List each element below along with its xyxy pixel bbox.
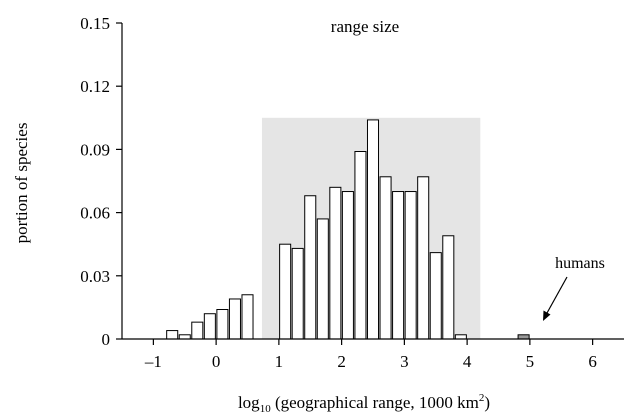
- x-tick-label: 5: [526, 352, 535, 371]
- x-tick-label: –1: [144, 352, 162, 371]
- x-axis-label-suffix: ): [484, 393, 490, 412]
- y-tick-label: 0.15: [80, 14, 110, 33]
- bar: [379, 176, 392, 340]
- x-tick-label: 0: [212, 352, 221, 371]
- humans-annotation-arrow: [546, 276, 568, 314]
- x-axis-label-prefix: log: [238, 393, 260, 412]
- humans-annotation-label: humans: [555, 255, 605, 272]
- bar: [316, 218, 329, 340]
- bar: [354, 151, 367, 340]
- y-tick-label: 0: [102, 330, 111, 349]
- bar: [279, 243, 292, 340]
- bar-humans: [517, 334, 530, 340]
- y-tick-label: 0.09: [80, 140, 110, 159]
- humans-annotation-arrowhead: [543, 310, 551, 321]
- x-tick-label: 1: [275, 352, 284, 371]
- x-axis-label-subscript: 10: [260, 403, 272, 415]
- x-tick-label: 6: [588, 352, 597, 371]
- x-axis-label-main: (geographical range, 1000 km: [271, 393, 479, 412]
- y-tick-label: 0.03: [80, 267, 110, 286]
- bar: [166, 330, 179, 340]
- bar: [417, 176, 430, 340]
- x-tick-label: 3: [400, 352, 409, 371]
- bar: [454, 334, 467, 340]
- ticks-layer: 0 0.03 0.06 0.09 0.12 0.15 –1 0 1 2 3 4 5 6: [80, 14, 597, 371]
- bar: [341, 191, 354, 340]
- y-tick-label: 0.12: [80, 77, 110, 96]
- bar: [366, 119, 380, 340]
- y-tick-label: 0.06: [80, 204, 110, 223]
- x-axis-label-superscript: 2: [479, 392, 485, 404]
- bar: [429, 252, 442, 340]
- bar: [178, 334, 191, 340]
- y-axis-label: portion of species: [12, 123, 31, 244]
- bar: [216, 309, 229, 340]
- x-axis-label: log10 (geographical range, 1000 km2): [238, 392, 490, 415]
- bar: [228, 298, 241, 340]
- bar: [392, 191, 405, 340]
- bar: [241, 294, 254, 340]
- bar: [191, 321, 204, 340]
- bar: [442, 235, 455, 340]
- bar: [329, 186, 342, 340]
- x-tick-label: 2: [337, 352, 346, 371]
- bar: [404, 191, 417, 340]
- x-tick-label: 4: [463, 352, 472, 371]
- chart-title: range size: [331, 17, 399, 36]
- bar: [203, 313, 216, 340]
- bar: [291, 247, 304, 340]
- bar: [304, 195, 317, 340]
- axes-layer: [121, 23, 624, 340]
